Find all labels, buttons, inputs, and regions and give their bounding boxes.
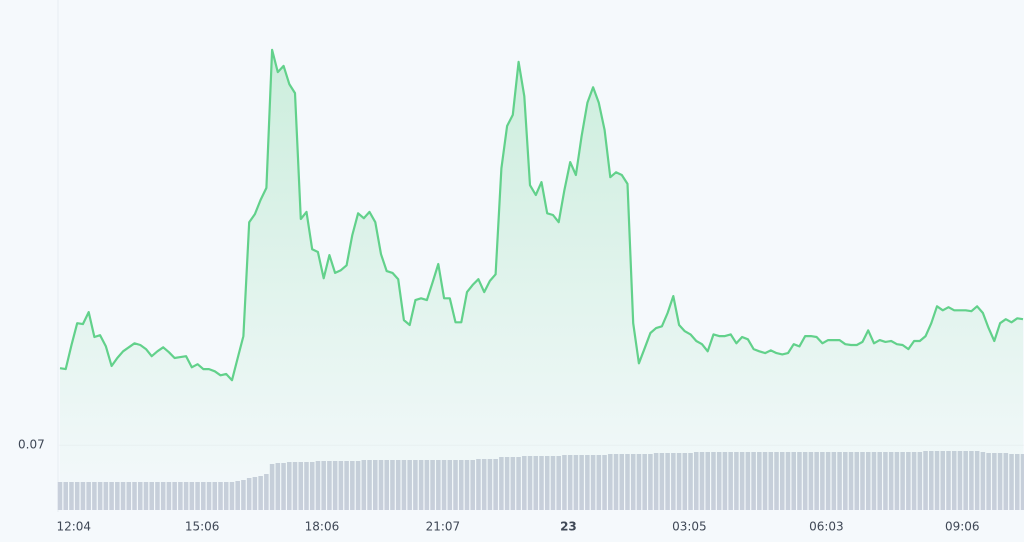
x-tick-label: 09:06 [945,520,980,534]
x-tick-label: 23 [560,520,577,534]
price-area [60,49,1023,513]
x-tick-label: 15:06 [185,520,220,534]
x-tick-label: 03:05 [672,520,707,534]
x-tick-label: 21:07 [426,520,461,534]
x-tick-label: 06:03 [809,520,844,534]
y-tick-label: 0.07 [18,438,45,452]
price-line [59,48,1024,382]
x-tick-label: 12:04 [56,520,91,534]
x-tick-label: 18:06 [305,520,340,534]
